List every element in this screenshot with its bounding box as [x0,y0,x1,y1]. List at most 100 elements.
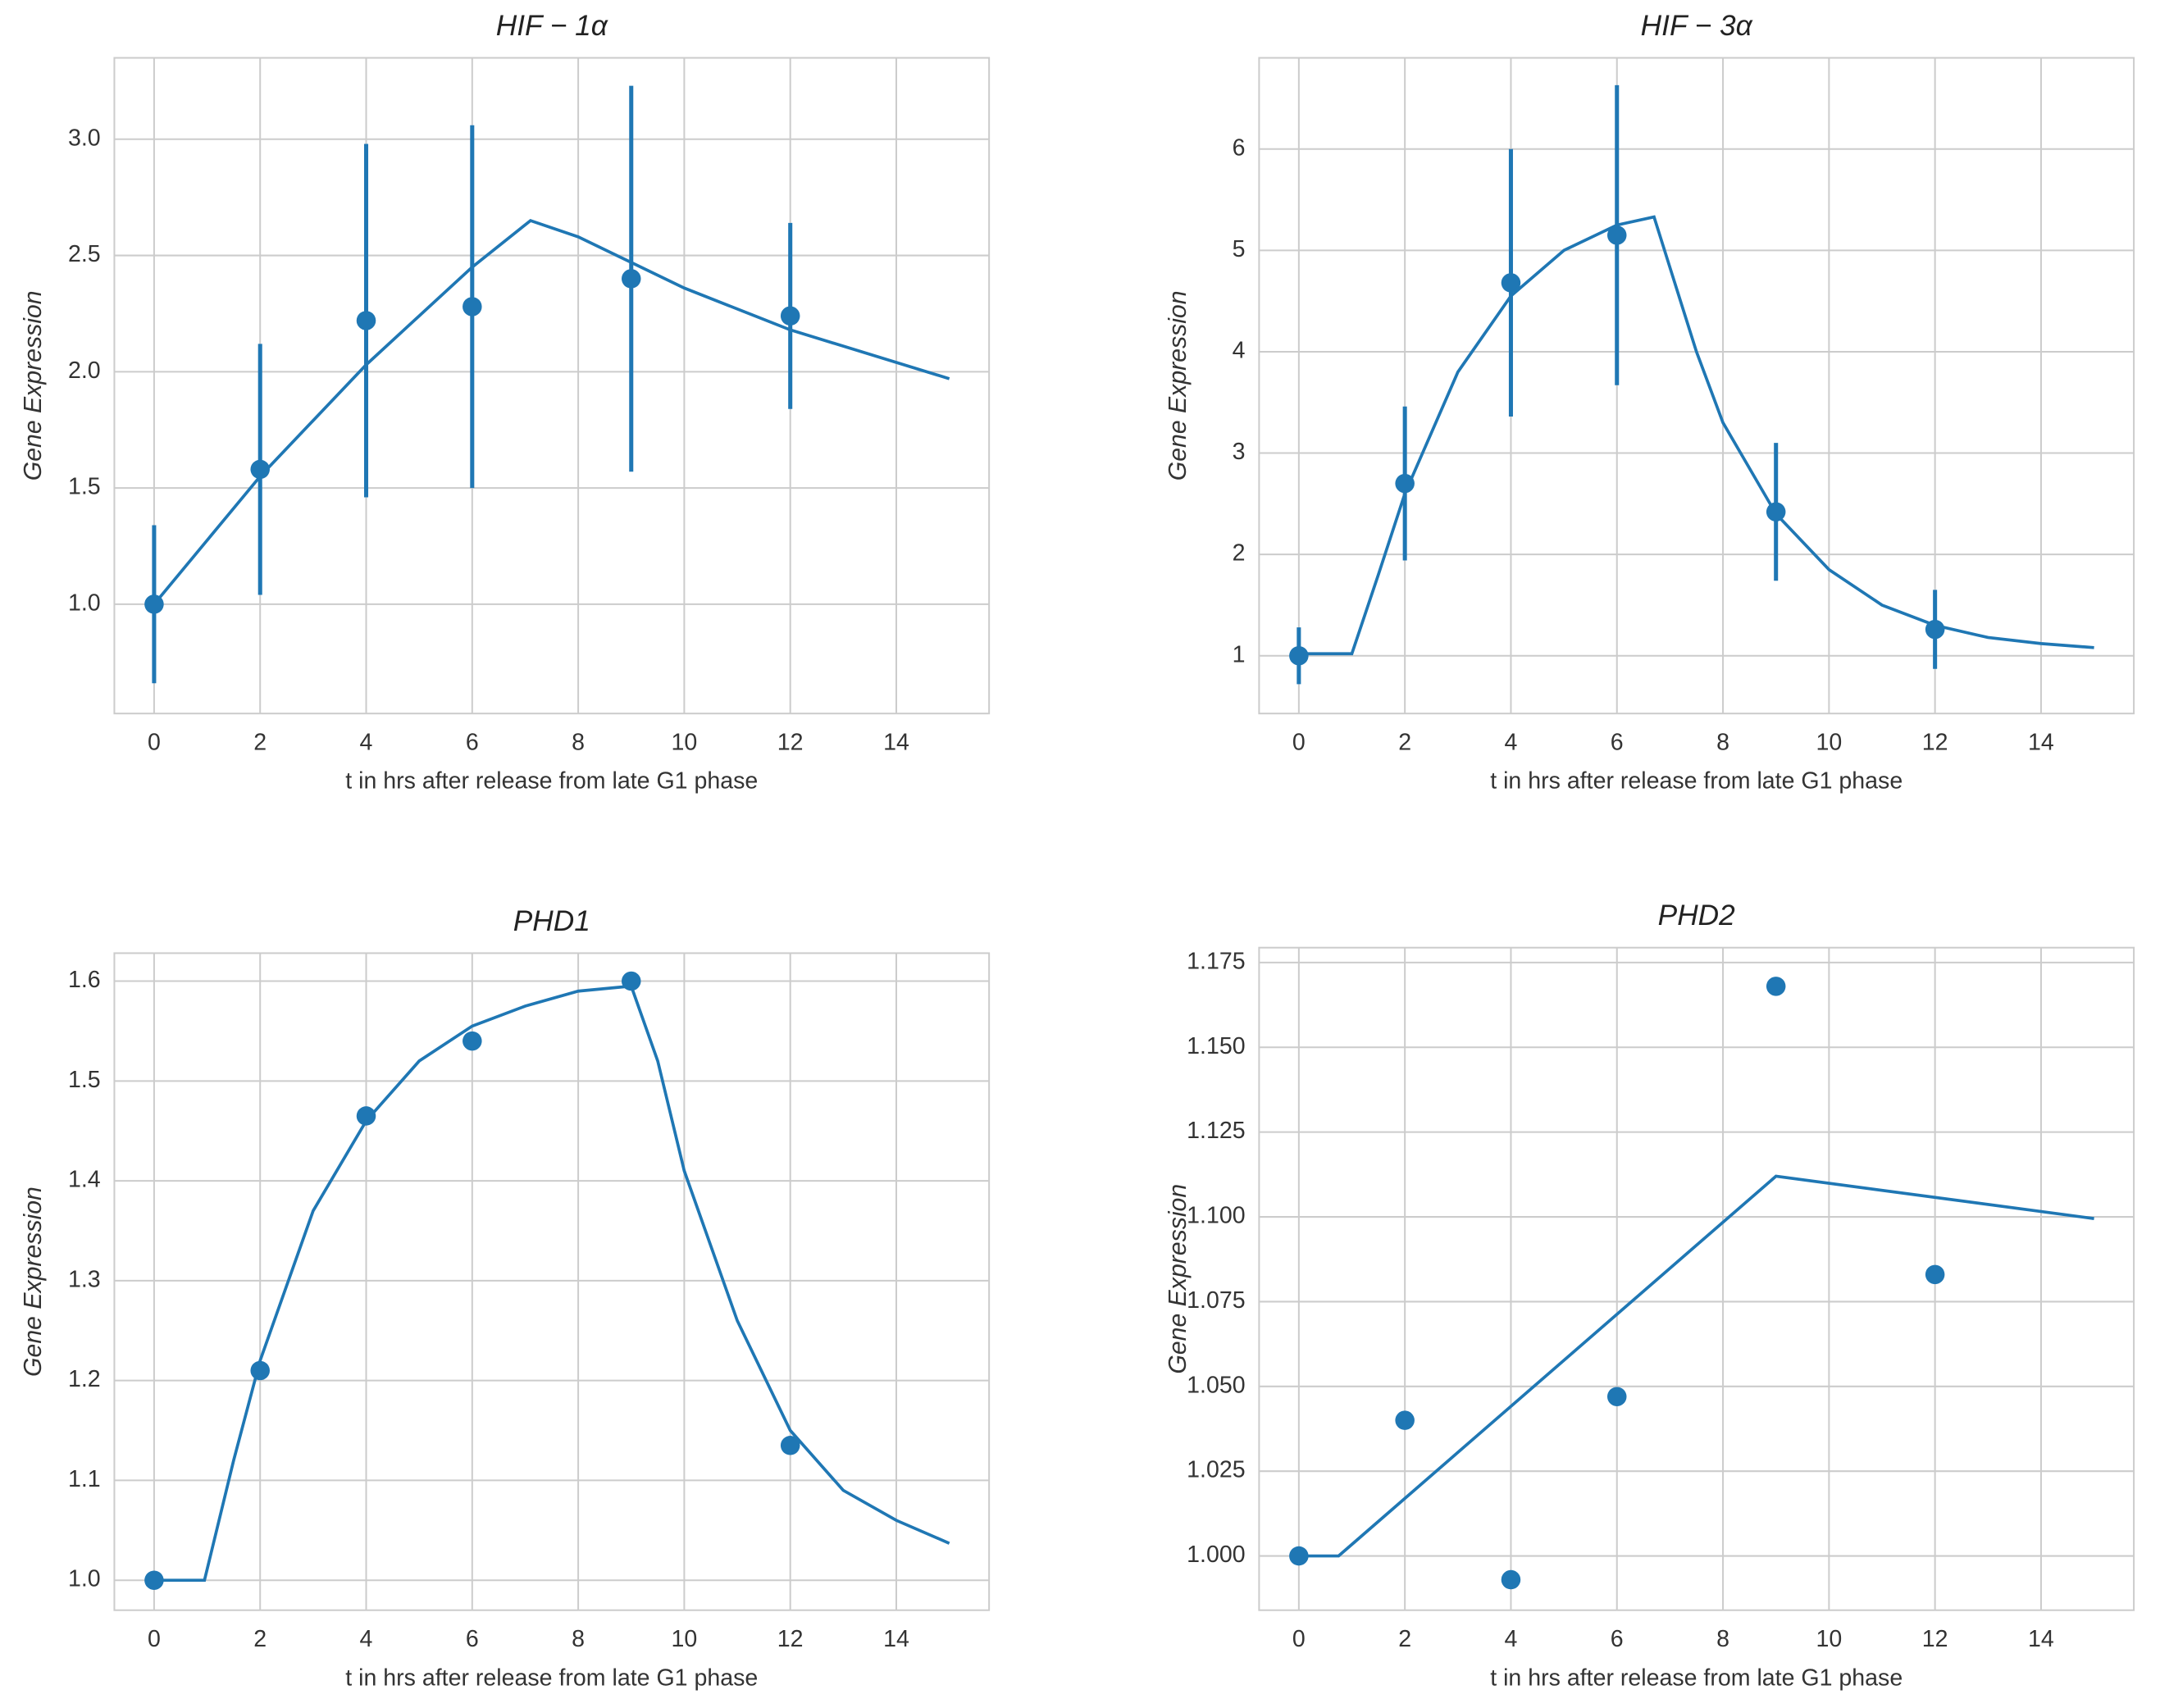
y-tick-label: 5 [1233,236,1246,262]
chart-title: PHD1 [513,905,590,937]
x-tick-label: 12 [777,730,804,756]
data-point [144,1570,164,1590]
fit-line [1298,1174,2094,1558]
x-tick-label: 2 [253,730,267,756]
x-tick-label: 6 [1611,1626,1624,1652]
y-tick-label: 2.0 [68,358,101,384]
x-tick-label: 8 [1716,1626,1729,1652]
x-tick-label: 14 [2028,730,2054,756]
y-tick-label: 1.100 [1187,1203,1245,1229]
x-tick-label: 6 [466,1626,479,1652]
y-tick-label: 1.2 [68,1366,101,1392]
x-tick-label: 10 [672,730,698,756]
plot-area [113,57,991,715]
x-tick-label: 0 [148,1626,161,1652]
y-tick-label: 1.0 [68,590,101,616]
data-point [621,269,641,289]
x-tick-label: 2 [1398,730,1411,756]
x-tick-label: 10 [1816,730,1842,756]
x-tick-label: 8 [572,730,585,756]
x-axis-label: t in hrs after release from late G1 phas… [1490,1665,1903,1691]
y-tick-label: 1.6 [68,967,101,993]
x-tick-label: 4 [1505,730,1518,756]
data-point [780,306,800,326]
x-tick-label: 6 [1611,730,1624,756]
x-tick-label: 4 [360,730,373,756]
x-tick-label: 14 [883,1626,909,1652]
y-axis-label: Gene Expression [20,290,47,481]
x-tick-label: 8 [1716,730,1729,756]
y-tick-label: 4 [1233,338,1246,364]
x-axis-label: t in hrs after release from late G1 phas… [345,768,758,795]
y-tick-label: 1.5 [68,1067,101,1093]
y-tick-label: 2 [1233,540,1246,567]
y-tick-label: 1.175 [1187,948,1245,974]
data-point [250,1360,270,1381]
x-tick-label: 0 [1292,1626,1306,1652]
data-point [1395,473,1415,494]
x-tick-label: 2 [253,1626,267,1652]
x-axis-label: t in hrs after release from late G1 phas… [1490,768,1903,795]
data-point [356,1106,376,1126]
data-point [250,459,270,480]
x-tick-label: 10 [1816,1626,1842,1652]
data-point [1501,273,1521,293]
y-axis-label: Gene Expression [1164,290,1192,481]
fit-line [153,218,950,606]
data-point [144,594,164,614]
data-point [463,1031,482,1051]
y-tick-label: 1.025 [1187,1457,1245,1483]
y-tick-label: 1.3 [68,1266,101,1292]
data-point [1925,619,1945,640]
data-point [1289,645,1309,666]
y-tick-label: 1.000 [1187,1542,1245,1568]
data-point [1766,502,1786,522]
y-tick-label: 1.5 [68,474,101,500]
chart-title: HIF − 1α [496,10,608,42]
y-tick-label: 1.0 [68,1566,101,1592]
x-tick-label: 0 [1292,730,1306,756]
x-tick-label: 4 [1505,1626,1518,1652]
x-tick-label: 2 [1398,1626,1411,1652]
data-point [1925,1264,1945,1285]
data-point [356,311,376,330]
data-point [780,1436,800,1455]
y-tick-label: 1.050 [1187,1372,1245,1398]
x-tick-label: 12 [777,1626,804,1652]
y-tick-label: 1.125 [1187,1118,1245,1144]
data-point [463,297,482,317]
x-tick-label: 6 [466,730,479,756]
data-point [1395,1410,1415,1430]
x-tick-label: 12 [1922,730,1948,756]
chart-title: PHD2 [1658,900,1735,931]
y-axis-label: Gene Expression [1164,1184,1192,1374]
y-tick-label: 3.0 [68,125,101,151]
y-tick-label: 1 [1233,641,1246,667]
plot-area [113,952,991,1611]
y-axis-label: Gene Expression [20,1186,47,1377]
data-point [1606,1387,1627,1406]
data-point [1766,977,1786,996]
x-tick-label: 8 [572,1626,585,1652]
x-tick-label: 0 [148,730,161,756]
data-point [1501,1569,1521,1590]
x-tick-label: 14 [2028,1626,2054,1652]
y-tick-label: 1.1 [68,1466,101,1492]
y-tick-label: 3 [1233,439,1246,465]
chart-title: HIF − 3α [1641,10,1753,42]
data-point [1606,225,1627,245]
data-point [1289,1546,1309,1566]
plot-area [1258,57,2135,715]
x-tick-label: 4 [360,1626,373,1652]
data-point [621,971,641,991]
x-tick-label: 14 [883,730,909,756]
x-tick-label: 12 [1922,1626,1948,1652]
y-tick-label: 1.075 [1187,1287,1245,1314]
y-tick-label: 2.5 [68,241,101,267]
y-tick-label: 6 [1233,134,1246,161]
x-tick-label: 10 [672,1626,698,1652]
y-tick-label: 1.150 [1187,1033,1245,1059]
y-tick-label: 1.4 [68,1167,101,1193]
x-axis-label: t in hrs after release from late G1 phas… [345,1665,758,1691]
